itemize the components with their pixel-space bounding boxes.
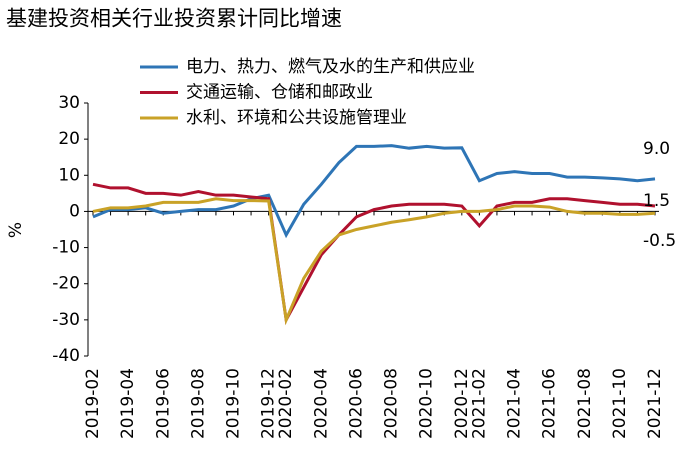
x-tick-label: 2019-04: [118, 368, 138, 439]
x-tick-label: 2020-02: [276, 368, 296, 439]
x-tick-label: 2019-08: [188, 368, 208, 439]
x-tick-label: 2019-02: [83, 368, 103, 439]
y-tick-label: -10: [52, 238, 80, 258]
x-tick-label: 2020-06: [346, 368, 366, 439]
legend-label: 交通运输、仓储和邮政业: [186, 83, 373, 103]
x-tick-label: 2021-08: [575, 368, 595, 439]
x-tick-label: 2019-12: [259, 368, 279, 439]
y-tick-label: 0: [69, 201, 80, 221]
value-label: 1.5: [643, 191, 670, 211]
x-tick-label: 2021-04: [505, 368, 525, 439]
legend-label: 电力、热力、燃气及水的生产和供应业: [186, 57, 475, 77]
x-tick-label: 2019-10: [224, 368, 244, 439]
y-tick-label: 10: [58, 165, 80, 185]
y-axis-label: %: [6, 222, 26, 238]
x-tick-label: 2020-04: [311, 368, 331, 439]
series-line: [92, 197, 656, 326]
x-tick-label: 2021-12: [645, 368, 665, 439]
value-label: 9.0: [643, 139, 670, 159]
y-tick-label: -40: [52, 346, 80, 366]
x-tick-label: 2019-06: [153, 368, 173, 439]
x-tick-label: 2020-10: [417, 368, 437, 439]
x-tick-label: 2020-12: [452, 368, 472, 439]
legend-label: 水利、环境和公共设施管理业: [186, 108, 407, 128]
value-label: -0.5: [643, 231, 676, 251]
series-line: [92, 144, 656, 239]
y-tick-label: -20: [52, 274, 80, 294]
x-tick-label: 2021-10: [610, 368, 630, 439]
series-line: [92, 182, 656, 325]
y-tick-label: 30: [58, 93, 80, 113]
x-tick-label: 2021-02: [469, 368, 489, 439]
y-tick-label: 20: [58, 129, 80, 149]
y-tick-label: -30: [52, 310, 80, 330]
chart-title: 基建投资相关行业投资累计同比增速: [6, 7, 342, 31]
x-tick-label: 2021-06: [540, 368, 560, 439]
x-tick-label: 2020-08: [382, 368, 402, 439]
